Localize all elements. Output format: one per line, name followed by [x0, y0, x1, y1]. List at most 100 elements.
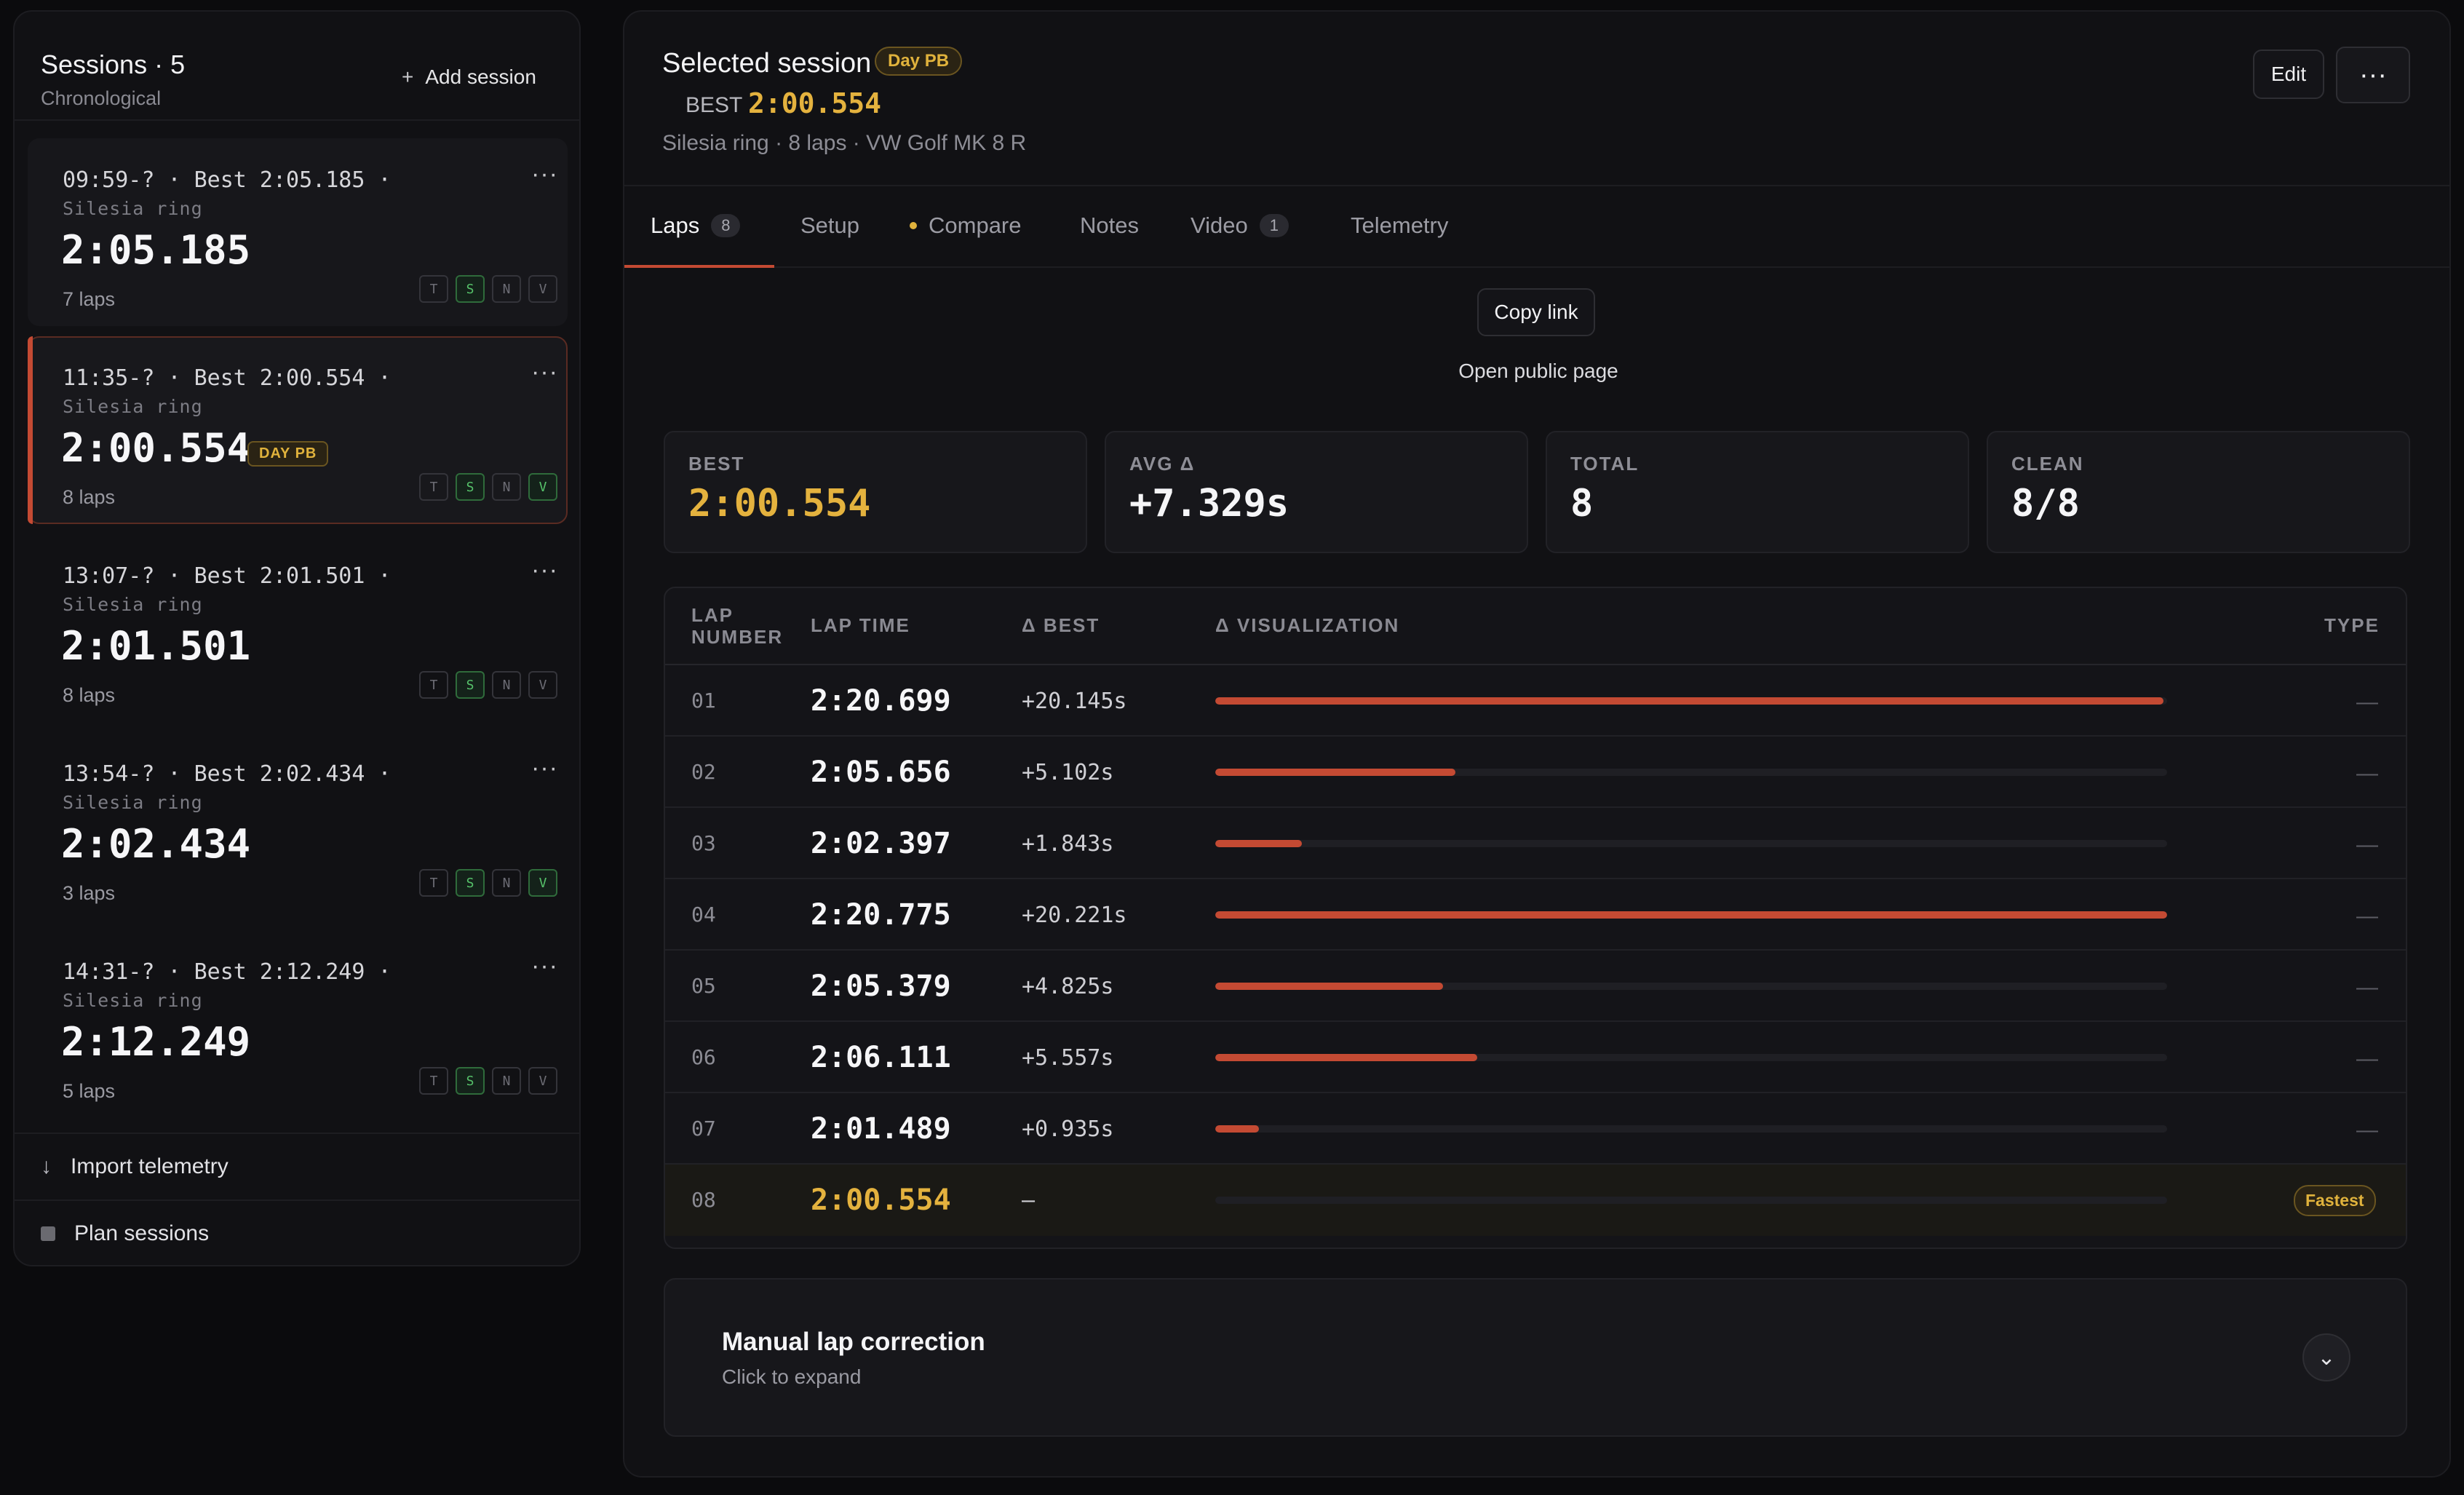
manual-lap-correction-panel[interactable]: Manual lap correction Click to expand ⌄: [664, 1278, 2407, 1437]
lap-time: 2:05.379: [811, 969, 951, 1003]
plan-sessions-button[interactable]: Plan sessions: [15, 1199, 579, 1265]
tab-setup[interactable]: Setup: [800, 213, 859, 239]
tab-count-badge: 1: [1259, 214, 1289, 237]
delta-bar-track: [1215, 1197, 2167, 1204]
stat-value: 8: [1570, 482, 1594, 526]
lap-number: 04: [691, 903, 716, 927]
table-row[interactable]: 01 2:20.699 +20.145s —: [665, 665, 2406, 737]
section-title: Manual lap correction: [722, 1328, 985, 1356]
table-row[interactable]: 07 2:01.489 +0.935s —: [665, 1093, 2406, 1165]
session-more-icon[interactable]: ···: [531, 160, 558, 188]
session-lap-count: 8 laps: [63, 684, 116, 706]
laps-table: LAP NUMBER LAP TIME Δ BEST Δ VISUALIZATI…: [664, 587, 2407, 1249]
session-card-2[interactable]: 11:35-? · Best 2:00.554 · ··· Silesia ri…: [28, 336, 568, 524]
import-telemetry-label: Import telemetry: [71, 1154, 228, 1178]
tab-compare[interactable]: Compare: [910, 213, 1022, 239]
tab-laps[interactable]: Laps 8: [651, 213, 741, 239]
delta-bar-track: [1215, 769, 2167, 776]
sessions-sidebar: Sessions · 5 Chronological + Add session…: [13, 10, 581, 1266]
chevron-down-icon[interactable]: ⌄: [2302, 1333, 2350, 1381]
lap-type: —: [2356, 1118, 2378, 1142]
column-header-lap-number[interactable]: LAP NUMBER: [691, 604, 784, 648]
day-pb-badge: Day PB: [875, 47, 963, 76]
lap-type: —: [2356, 690, 2378, 714]
tab-label: Laps: [651, 213, 700, 238]
delta-best: +5.557s: [1022, 1045, 1114, 1071]
flag-t: T: [419, 869, 448, 897]
table-row[interactable]: 03 2:02.397 +1.843s —: [665, 808, 2406, 879]
stat-card-total: TOTAL 8: [1546, 431, 1969, 553]
session-more-icon[interactable]: ···: [531, 952, 558, 980]
lap-type: —: [2356, 1047, 2378, 1071]
session-flags: T S N V: [419, 473, 557, 501]
delta-bar-track: [1215, 911, 2167, 919]
column-header-delta-best[interactable]: Δ BEST: [1022, 614, 1100, 636]
flag-v: V: [528, 1067, 557, 1095]
section-subtitle: Click to expand: [722, 1365, 862, 1388]
lap-type: —: [2356, 761, 2378, 785]
session-more-icon[interactable]: ···: [531, 754, 558, 782]
session-card-5[interactable]: 14:31-? · Best 2:12.249 · ··· Silesia ri…: [28, 930, 568, 1118]
table-header: LAP NUMBER LAP TIME Δ BEST Δ VISUALIZATI…: [665, 588, 2406, 665]
session-head: 09:59-? · Best 2:05.185 ·: [63, 167, 392, 193]
stat-label: AVG Δ: [1129, 453, 1196, 475]
column-header-delta-visualization: Δ VISUALIZATION: [1215, 614, 1400, 636]
lap-time: 2:01.489: [811, 1112, 951, 1146]
lap-number: 05: [691, 974, 716, 998]
session-lap-count: 3 laps: [63, 882, 116, 904]
stat-label: CLEAN: [2011, 453, 2084, 475]
active-tab-indicator: [624, 265, 774, 268]
tab-label: Setup: [800, 213, 860, 238]
session-card-4[interactable]: 13:54-? · Best 2:02.434 · ··· Silesia ri…: [28, 732, 568, 920]
tab-notes[interactable]: Notes: [1080, 213, 1139, 239]
flag-v: V: [528, 473, 557, 501]
best-label: BEST: [685, 93, 743, 117]
flag-s: S: [456, 671, 485, 699]
edit-button[interactable]: Edit: [2253, 49, 2324, 99]
delta-bar-track: [1215, 1125, 2167, 1133]
session-meta: Silesia ring · 8 laps · VW Golf MK 8 R: [662, 131, 1027, 155]
page-title: Selected session: [662, 48, 872, 79]
tab-telemetry[interactable]: Telemetry: [1351, 213, 1448, 239]
open-public-page-link[interactable]: Open public page: [1458, 360, 1618, 382]
session-flags: T S N V: [419, 275, 557, 303]
table-row[interactable]: 08 2:00.554 — Fastest: [665, 1165, 2406, 1236]
stat-card-avg-delta: AVG Δ +7.329s: [1105, 431, 1528, 553]
tab-count-badge: 8: [711, 214, 741, 237]
copy-link-button[interactable]: Copy link: [1477, 288, 1595, 336]
table-row[interactable]: 04 2:20.775 +20.221s —: [665, 879, 2406, 951]
lap-type: —: [2356, 833, 2378, 857]
more-options-icon[interactable]: ···: [2336, 47, 2410, 103]
session-more-icon[interactable]: ···: [531, 556, 558, 584]
session-card-1[interactable]: 09:59-? · Best 2:05.185 · ··· Silesia ri…: [28, 138, 568, 326]
lap-time: 2:05.656: [811, 756, 951, 789]
stat-card-clean: CLEAN 8/8: [1987, 431, 2410, 553]
delta-best: +0.935s: [1022, 1117, 1114, 1142]
lap-time: 2:20.699: [811, 684, 951, 718]
session-more-icon[interactable]: ···: [531, 358, 558, 386]
column-header-lap-time[interactable]: LAP TIME: [811, 614, 910, 636]
lap-number: 07: [691, 1117, 716, 1141]
session-flags: T S N V: [419, 1067, 557, 1095]
session-card-3[interactable]: 13:07-? · Best 2:01.501 · ··· Silesia ri…: [28, 534, 568, 722]
table-row[interactable]: 02 2:05.656 +5.102s —: [665, 737, 2406, 808]
session-lap-count: 5 laps: [63, 1080, 116, 1102]
flag-n: N: [492, 671, 521, 699]
tab-video[interactable]: Video 1: [1191, 213, 1289, 239]
add-session-button[interactable]: + Add session: [402, 66, 536, 89]
column-header-type[interactable]: TYPE: [2324, 614, 2380, 636]
flag-v: V: [528, 671, 557, 699]
flag-s: S: [456, 1067, 485, 1095]
import-telemetry-button[interactable]: ↓ Import telemetry: [15, 1133, 579, 1199]
delta-bar-fill: [1215, 840, 1303, 847]
session-detail-panel: Selected session Day PB BEST 2:00.554 Si…: [623, 10, 2451, 1478]
sidebar-title: Sessions · 5: [41, 49, 186, 79]
flag-n: N: [492, 1067, 521, 1095]
stat-label: TOTAL: [1570, 453, 1640, 475]
session-flags: T S N V: [419, 671, 557, 699]
table-row[interactable]: 06 2:06.111 +5.557s —: [665, 1022, 2406, 1093]
table-row[interactable]: 05 2:05.379 +4.825s —: [665, 951, 2406, 1022]
delta-best: +5.102s: [1022, 760, 1114, 785]
flag-s: S: [456, 473, 485, 501]
lap-number: 03: [691, 831, 716, 855]
